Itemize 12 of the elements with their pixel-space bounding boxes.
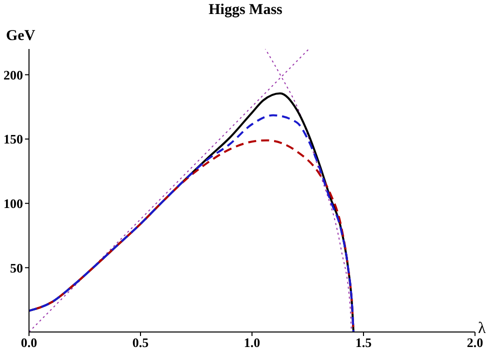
x-axis-title: λ xyxy=(478,320,486,338)
y-tick-label: 50 xyxy=(10,260,23,276)
y-tick-label: 150 xyxy=(4,132,23,147)
chart-title: Higgs Mass xyxy=(208,2,284,19)
x-tick-label: 2.0 xyxy=(466,335,484,350)
y-tick-label: 100 xyxy=(4,196,23,211)
y-axis-title: GeV xyxy=(6,28,36,45)
x-tick-label: 1.5 xyxy=(355,335,372,350)
y-tick-label: 200 xyxy=(4,67,23,82)
x-tick-label: 0.0 xyxy=(20,335,38,350)
x-tick-label: 1.0 xyxy=(244,335,260,350)
x-tick-label: 0.5 xyxy=(132,335,150,350)
